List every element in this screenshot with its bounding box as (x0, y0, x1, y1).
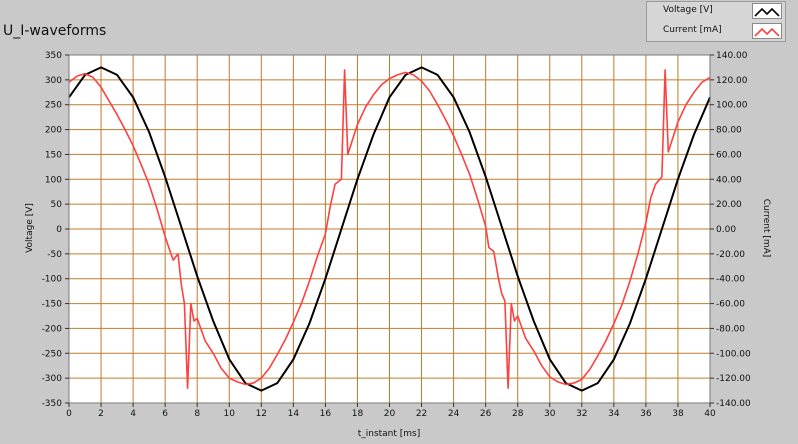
grid (68, 54, 711, 404)
series-line-voltage (68, 66, 711, 392)
x-tick-label: 38 (672, 409, 684, 419)
y-right-tick-label: 60.00 (716, 150, 742, 160)
y-right-tick-label: 20.00 (716, 200, 742, 210)
y-right-tick-label: -60.00 (716, 300, 745, 310)
y-right-tick-label: -100.00 (716, 349, 751, 359)
y-right-tick-label: 0.00 (716, 225, 736, 235)
x-tick-label: 40 (704, 409, 716, 419)
y-right-tick-label: -40.00 (716, 275, 745, 285)
x-tick-label: 36 (640, 409, 652, 419)
series-layer (68, 66, 711, 392)
y-left-tick-label: -350 (42, 399, 63, 409)
x-tick-label: 28 (512, 409, 524, 419)
y-left-tick-label: -100 (42, 275, 63, 285)
legend-label-current: Current [mA] (663, 25, 722, 35)
legend-swatch-voltage (752, 3, 782, 19)
x-tick-label: 26 (480, 409, 492, 419)
y-left-tick-label: 50 (51, 200, 63, 210)
y-right-tick-label: 100.00 (716, 101, 748, 111)
y-axis-right-label: Current [mA] (761, 199, 771, 258)
y-right-tick-label: 40.00 (716, 175, 742, 185)
y-left-tick-label: 0 (56, 225, 62, 235)
x-tick-label: 16 (320, 409, 332, 419)
y-right-tick-label: -80.00 (716, 324, 745, 334)
y-left-tick-label: 250 (45, 101, 62, 111)
x-tick-label: 8 (194, 409, 200, 419)
y-left-tick-label: 200 (45, 126, 62, 136)
x-axis-ticks: 0 2 4 6 8 10 12 14 16 18 20 22 24 26 28 30 32 34 36 38 40 (66, 403, 716, 419)
x-tick-label: 34 (608, 409, 620, 419)
y-right-tick-label: -20.00 (716, 250, 745, 260)
legend: Voltage [V] Current [mA] (646, 1, 786, 42)
legend-item-current: Current [mA] (647, 22, 785, 41)
y-left-tick-label: -50 (47, 250, 62, 260)
legend-swatch-current (752, 23, 782, 39)
x-tick-label: 18 (352, 409, 364, 419)
legend-label-voltage: Voltage [V] (663, 5, 713, 15)
x-tick-label: 14 (288, 409, 300, 419)
y-left-tick-label: -250 (42, 349, 63, 359)
x-axis-label: t_instant [ms] (358, 429, 421, 439)
y-left-tick-label: -200 (42, 324, 63, 334)
x-tick-label: 22 (416, 409, 427, 419)
y-left-tick-label: -150 (42, 300, 63, 310)
y-left-tick-label: 150 (45, 150, 62, 160)
x-tick-label: 10 (224, 409, 236, 419)
y-right-tick-label: 120.00 (716, 76, 748, 86)
x-tick-label: 4 (130, 409, 136, 419)
y-right-tick-label: 140.00 (716, 51, 748, 61)
x-tick-label: 12 (256, 409, 267, 419)
series-line-current (68, 69, 711, 389)
y-left-tick-label: 300 (45, 76, 62, 86)
x-tick-label: 32 (576, 409, 587, 419)
chart-title: U_I-waveforms (3, 23, 107, 39)
y-right-tick-label: -140.00 (716, 399, 751, 409)
y-right-tick-label: -120.00 (716, 374, 751, 384)
x-tick-label: 30 (544, 409, 556, 419)
x-tick-label: 0 (66, 409, 72, 419)
y-left-tick-label: 350 (45, 51, 62, 61)
y-axis-right-ticks: 140.00 120.00 100.00 80.00 60.00 40.00 20.00 0.… (710, 51, 751, 409)
x-tick-label: 20 (384, 409, 396, 419)
y-axis-left-label: Voltage [V] (25, 203, 35, 253)
y-left-tick-label: 100 (45, 175, 62, 185)
y-left-tick-label: -300 (42, 374, 63, 384)
x-tick-label: 6 (162, 409, 168, 419)
y-right-tick-label: 80.00 (716, 126, 742, 136)
x-tick-label: 2 (98, 409, 104, 419)
y-axis-left-ticks: 350 300 250 200 150 100 50 0 -50 -100 -150 -200 -250… (42, 51, 69, 409)
legend-item-voltage: Voltage [V] (647, 2, 785, 21)
x-tick-label: 24 (448, 409, 460, 419)
